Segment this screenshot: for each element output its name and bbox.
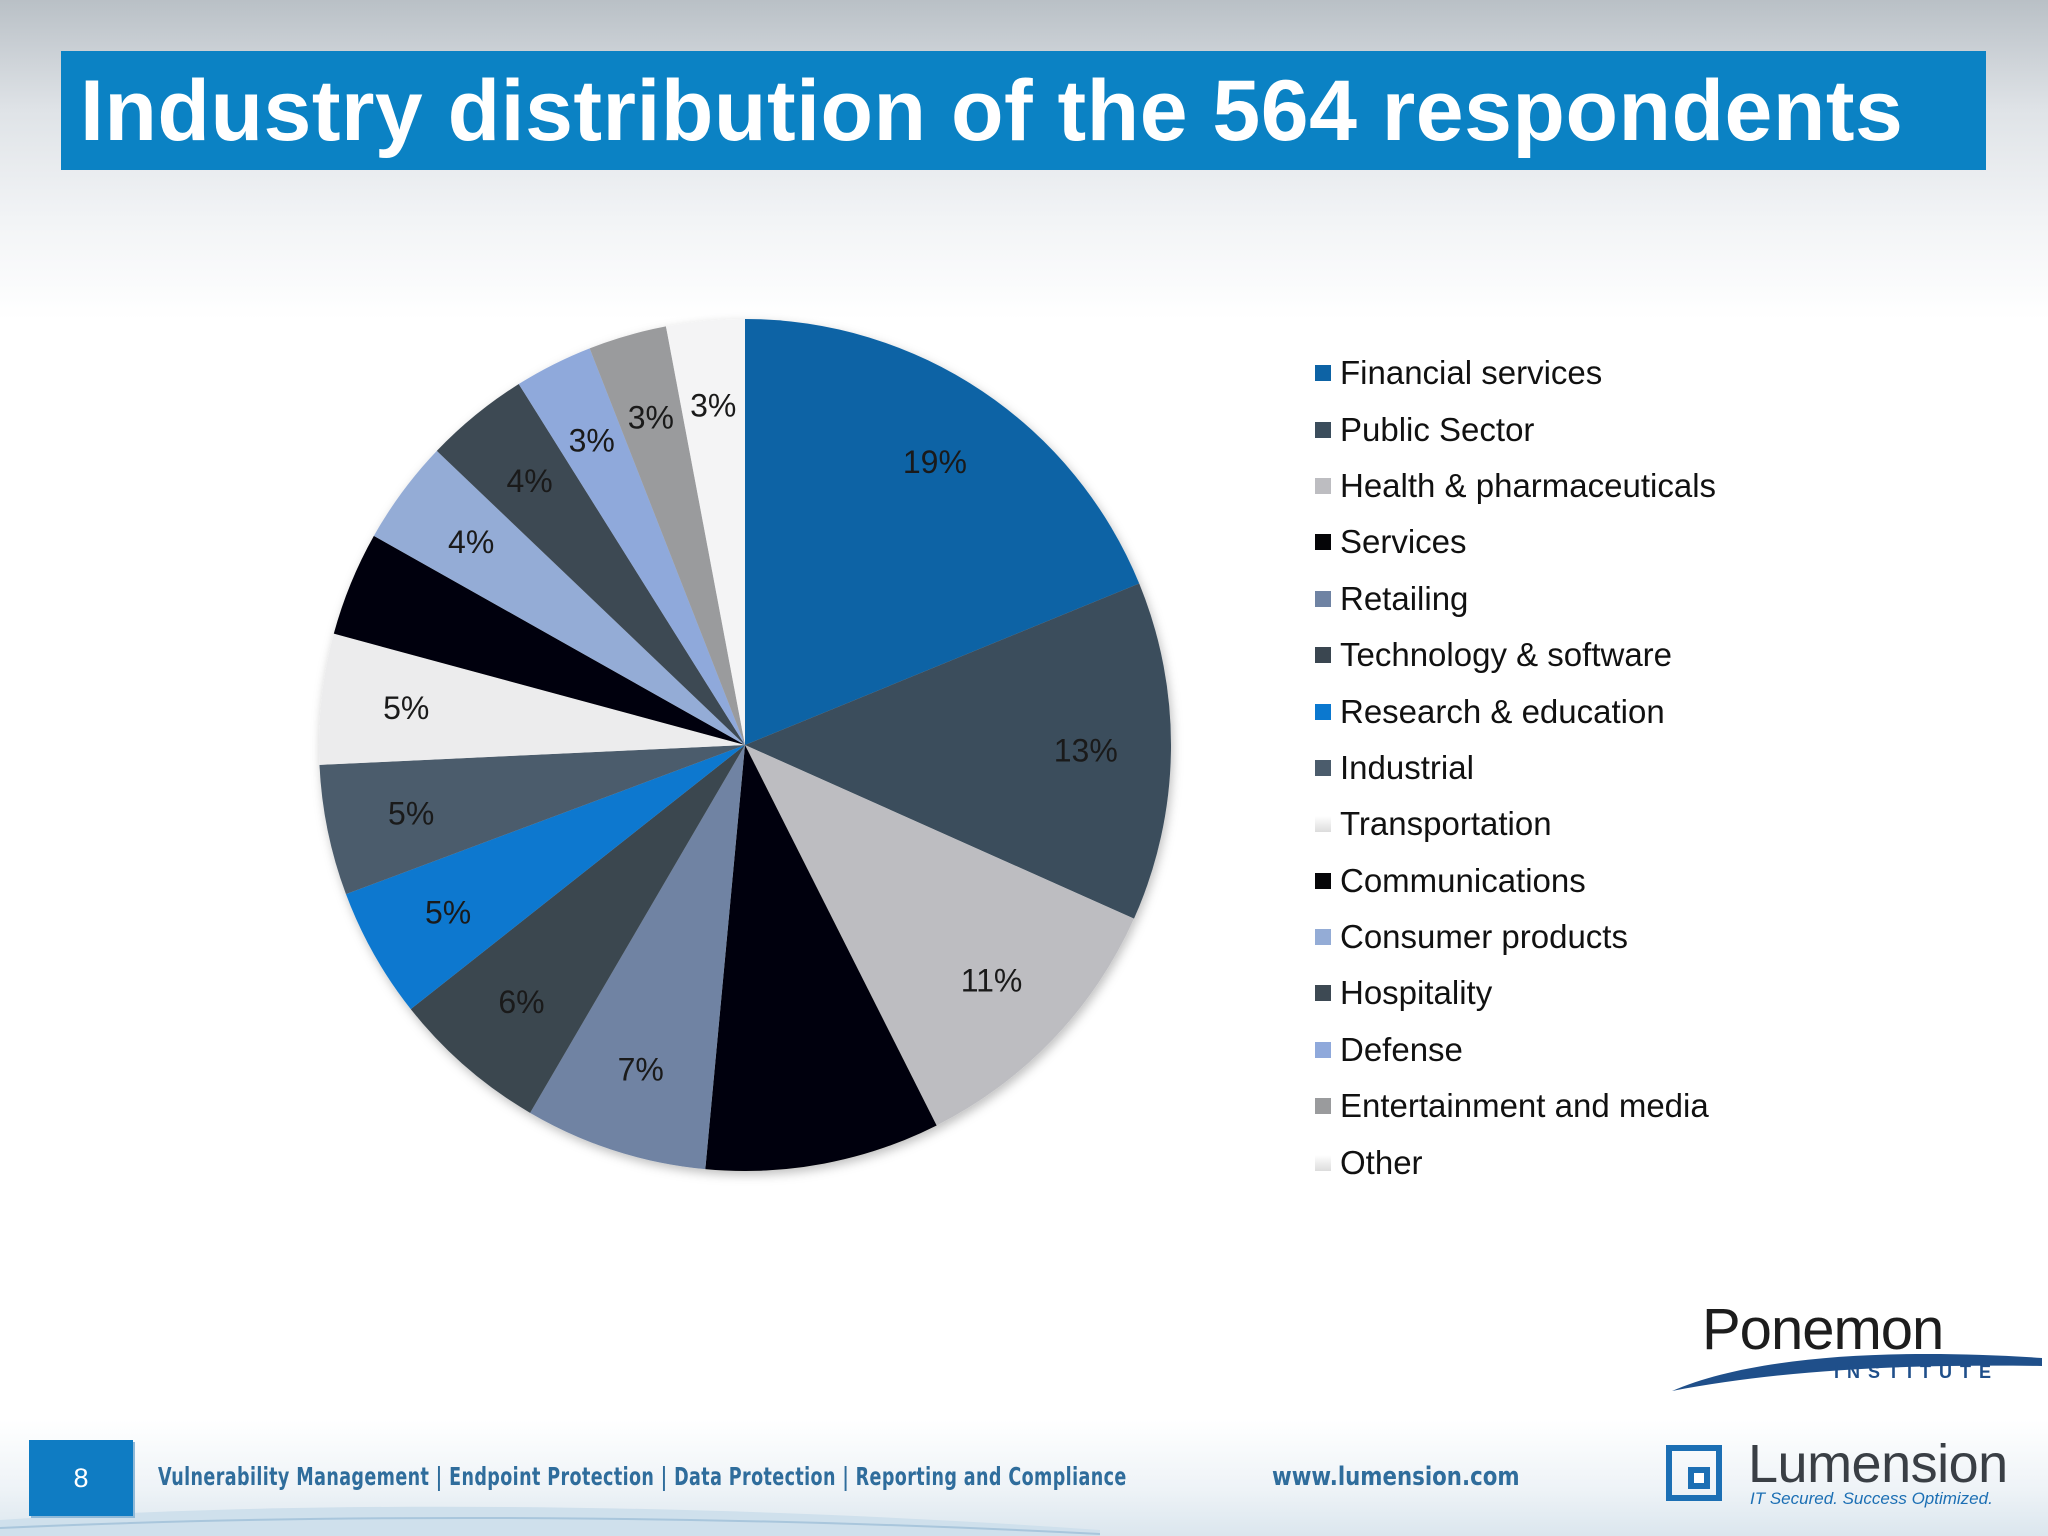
pie-slice-retailing [530,745,745,1170]
pie-data-label: 4% [448,524,494,560]
lumension-logo: Lumension IT Secured. Success Optimized. [1662,1434,2042,1517]
pie-data-label: 13% [1054,732,1118,768]
legend-label: Financial services [1340,354,1603,392]
legend-swatch [1315,647,1331,664]
pie-slice-hospitality [436,384,745,745]
legend-item: Health & pharmaceuticals [1315,458,1716,514]
slide-title: Industry distribution of the 564 respond… [80,62,1904,159]
legend-label: Retailing [1340,579,1469,617]
legend-label: Industrial [1340,748,1474,786]
legend-swatch [1315,1098,1331,1115]
footer-swoosh [0,1506,1100,1536]
pie-data-label: 6% [498,984,544,1020]
pie-slice-transportation [319,633,745,765]
legend-item: Technology & software [1315,627,1716,683]
legend-item: Communications [1315,853,1716,909]
legend-swatch [1315,985,1331,1002]
legend-item: Transportation [1315,796,1716,852]
legend-swatch [1315,421,1331,438]
legend-item: Research & education [1315,683,1716,739]
ponemon-name: Ponemon [1702,1297,1944,1362]
legend-swatch [1315,477,1331,494]
legend-swatch [1315,1041,1331,1058]
legend-label: Hospitality [1340,974,1493,1012]
legend-swatch [1315,929,1331,946]
pie-data-label: 3% [628,399,674,435]
legend-label: Defense [1340,1030,1463,1068]
footer-tagline: Vulnerability Management | Endpoint Prot… [158,1462,1127,1491]
pie-slice-entertainment-and-media [589,326,745,745]
lumension-name: Lumension [1748,1434,2008,1494]
pie-slice-communications [333,535,745,745]
legend-label: Other [1340,1143,1423,1181]
legend-swatch [1315,816,1331,833]
pie-data-label: 5% [425,894,471,930]
legend-item: Hospitality [1315,965,1716,1021]
pie-slice-research-education [345,745,745,1010]
pie-slice-other [665,319,745,745]
pie-slice-public-sector [745,583,1172,919]
legend-item: Defense [1315,1022,1716,1078]
ponemon-institute: INSTITUTE [1834,1362,1999,1382]
legend-label: Health & pharmaceuticals [1340,466,1717,504]
lumension-tagline: IT Secured. Success Optimized. [1750,1489,1993,1508]
legend-label: Consumer products [1340,918,1628,956]
pie-data-label: 3% [569,423,615,459]
pie-data-label: 3% [690,388,736,424]
legend-swatch [1315,703,1331,720]
legend-item: Consumer products [1315,909,1716,965]
legend-item: Entertainment and media [1315,1078,1716,1134]
legend-label: Technology & software [1340,636,1673,674]
pie-slice-services [705,745,937,1171]
pie-data-label: 7% [618,1051,664,1087]
legend-label: Research & education [1340,692,1665,730]
pie-slice-industrial [319,745,745,895]
pie-data-label: 5% [388,795,434,831]
page-number: 8 [29,1440,133,1516]
pie-slice-financial-services [745,319,1140,745]
pie-data-label: 4% [506,463,552,499]
legend-item: Financial services [1315,345,1716,401]
legend-label: Communications [1340,861,1586,899]
pie-data-label: 19% [903,444,967,480]
footer-url[interactable]: www.lumension.com [1272,1462,1520,1492]
chart-legend: Financial services Public Sector Health & … [1315,345,1716,1191]
legend-label: Services [1340,523,1467,561]
legend-label: Entertainment and media [1340,1087,1709,1125]
pie-data-label: 11% [961,962,1023,998]
lumension-mark-icon [1666,1445,1722,1501]
legend-label: Transportation [1340,805,1552,843]
ponemon-logo: Ponemon INSTITUTE [1672,1296,2042,1396]
legend-swatch [1315,1154,1331,1171]
legend-swatch [1315,590,1331,607]
legend-swatch [1315,365,1331,382]
legend-item: Industrial [1315,740,1716,796]
pie-slice-health-pharmaceuticals [745,745,1134,1126]
ponemon-swoosh-icon [1672,1354,2042,1391]
legend-item: Public Sector [1315,401,1716,457]
legend-swatch [1315,872,1331,889]
legend-swatch [1315,759,1331,776]
pie-slice-technology-software [410,745,745,1113]
pie-slice-consumer-products [373,450,745,745]
title-bar: Industry distribution of the 564 respond… [61,51,1986,170]
legend-swatch [1315,534,1331,551]
pie-data-label: 5% [383,690,429,726]
legend-item: Retailing [1315,571,1716,627]
legend-label: Public Sector [1340,410,1535,448]
legend-item: Services [1315,514,1716,570]
pie-slice-defense [518,348,745,745]
legend-item: Other [1315,1134,1716,1190]
